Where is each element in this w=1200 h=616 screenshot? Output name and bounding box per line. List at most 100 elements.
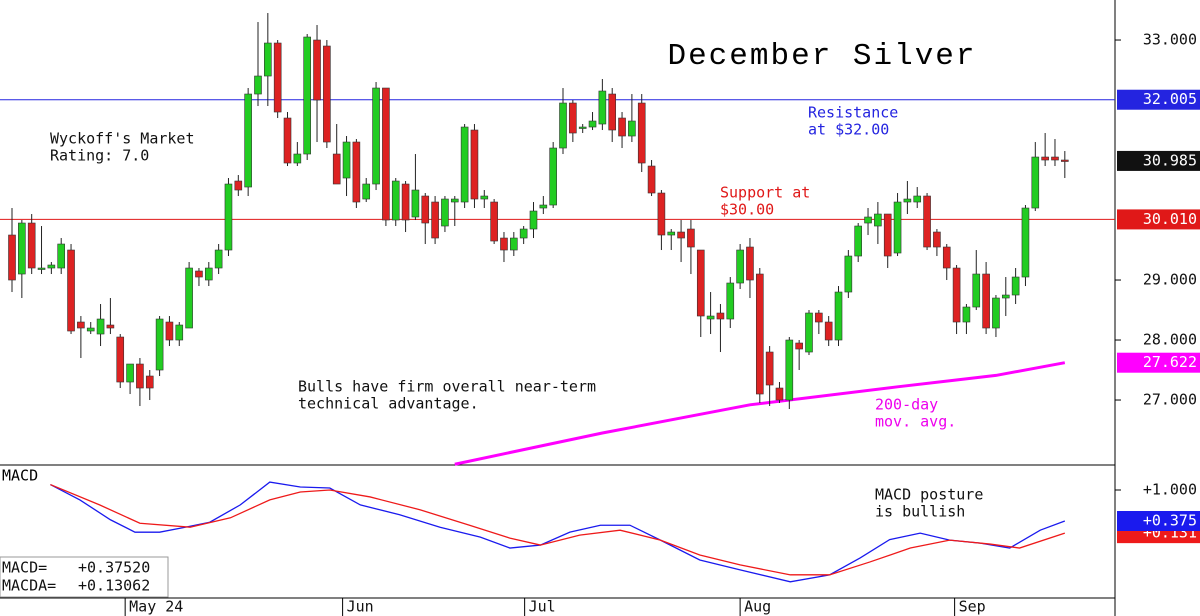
macd-title: MACD	[2, 467, 38, 485]
moving-average	[454, 361, 1066, 466]
candle-body	[96, 318, 105, 335]
legend-value: +0.13062	[78, 577, 150, 595]
candle-body	[195, 270, 203, 278]
value-box	[1117, 89, 1200, 110]
candle-body	[1041, 156, 1049, 161]
value-box	[1117, 209, 1200, 230]
candle-body	[254, 75, 262, 95]
candle-body	[805, 312, 813, 353]
annotation: Resistance	[808, 104, 898, 122]
candle-body	[559, 102, 567, 149]
candle-body	[1021, 207, 1030, 278]
candle-body	[942, 246, 951, 269]
value-box-label: 30.985	[1143, 151, 1197, 169]
candle-body	[47, 264, 56, 269]
candle-body	[519, 228, 528, 239]
candle-body	[234, 180, 243, 191]
candle-body	[785, 339, 794, 401]
candle-body	[933, 231, 941, 248]
candle-body	[490, 201, 498, 242]
annotation: Rating: 7.0	[50, 147, 149, 165]
x-tick-label: Jun	[347, 598, 374, 616]
candle-body	[962, 306, 971, 323]
candle-body	[500, 237, 508, 251]
value-box-label: 32.005	[1143, 90, 1197, 108]
annotation: at $32.00	[808, 121, 889, 139]
candle-body	[952, 267, 961, 323]
candle-body	[18, 222, 26, 275]
candle-body	[175, 324, 184, 341]
legend-name: MACD=	[2, 559, 47, 577]
candle-body	[27, 222, 36, 269]
candle-body	[657, 192, 666, 236]
candle-body	[618, 117, 626, 137]
candle-body	[598, 90, 607, 125]
candle-body	[431, 201, 439, 239]
candle-body	[411, 189, 420, 218]
candle-body	[37, 267, 46, 270]
y-tick-label: 33.000	[1143, 31, 1197, 49]
annotation: Wyckoff's Market	[50, 130, 195, 148]
candle-body	[382, 87, 390, 221]
x-tick-label: May 24	[129, 598, 183, 616]
candle-body	[755, 273, 764, 395]
candle-body	[903, 198, 912, 203]
candle-body	[647, 165, 656, 194]
annotation: $30.00	[720, 201, 774, 219]
candle-body	[214, 249, 223, 269]
candle-body	[883, 213, 892, 257]
candle-body	[421, 195, 430, 224]
candle-body	[726, 282, 735, 320]
candle-body	[677, 231, 685, 239]
value-box	[1117, 150, 1200, 171]
candle-body	[460, 126, 469, 203]
candle-body	[323, 45, 331, 143]
candle-body	[224, 183, 233, 251]
candle-body	[637, 102, 646, 164]
candle-body	[765, 351, 774, 386]
candle-body	[372, 87, 380, 185]
y-tick-label: 28.000	[1143, 331, 1197, 349]
annotation: mov. avg.	[875, 413, 956, 431]
candle-body	[480, 195, 489, 200]
candle-body	[126, 363, 134, 383]
candle-body	[815, 312, 823, 323]
value-box	[1117, 510, 1200, 531]
candle-body	[136, 363, 144, 389]
chart-title: December Silver	[667, 39, 976, 74]
candle-body	[972, 273, 981, 308]
candle-body	[391, 180, 400, 221]
candle-body	[1031, 156, 1040, 209]
value-box-label: 30.010	[1143, 210, 1197, 228]
candle-body	[510, 237, 518, 251]
candle-body	[450, 198, 459, 203]
candle-body	[1051, 156, 1059, 161]
annotation: Support at	[720, 184, 810, 202]
candle-body	[569, 102, 577, 134]
legend-name: MACDA=	[2, 577, 56, 595]
candle-body	[441, 198, 449, 227]
candle-body	[795, 342, 803, 350]
candle-body	[204, 267, 213, 281]
candle-body	[352, 141, 361, 203]
candle-body	[57, 243, 66, 269]
candle-body	[67, 249, 75, 332]
candle-body	[913, 195, 922, 203]
candle-body	[313, 39, 321, 101]
annotation: Bulls have firm overall near-term	[298, 378, 596, 396]
candle-body	[106, 324, 115, 329]
candle-body	[775, 387, 784, 401]
candle-body	[529, 210, 538, 230]
candle-body	[992, 297, 1000, 329]
legend-value: +0.37520	[78, 559, 150, 577]
candle-body	[854, 225, 862, 257]
candle-body	[145, 375, 154, 389]
value-box	[1117, 352, 1200, 373]
candle-body	[1061, 159, 1069, 162]
y-tick-label: +1.000	[1143, 481, 1197, 499]
candle-body	[874, 213, 882, 227]
y-tick-label: 29.000	[1143, 271, 1197, 289]
candle-body	[470, 129, 479, 200]
candle-body	[549, 147, 557, 206]
candle-body	[608, 93, 617, 131]
